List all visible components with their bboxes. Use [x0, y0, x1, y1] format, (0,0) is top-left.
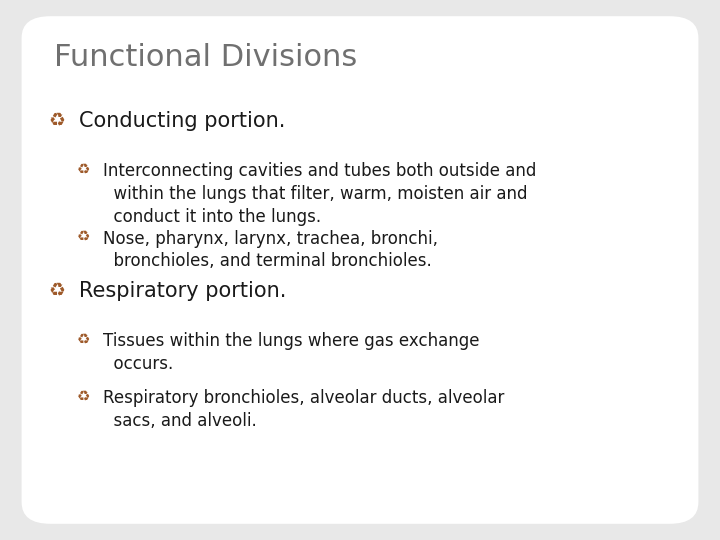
Text: Interconnecting cavities and tubes both outside and
  within the lungs that filt: Interconnecting cavities and tubes both …	[103, 162, 536, 226]
Text: ♻: ♻	[77, 230, 91, 245]
Text: ♻: ♻	[48, 281, 65, 300]
Text: Nose, pharynx, larynx, trachea, bronchi,
  bronchioles, and terminal bronchioles: Nose, pharynx, larynx, trachea, bronchi,…	[103, 230, 438, 271]
Text: ♻: ♻	[77, 389, 91, 404]
Text: ♻: ♻	[48, 111, 65, 130]
Text: ♻: ♻	[77, 162, 91, 177]
Text: Respiratory bronchioles, alveolar ducts, alveolar
  sacs, and alveoli.: Respiratory bronchioles, alveolar ducts,…	[103, 389, 504, 430]
Text: Tissues within the lungs where gas exchange
  occurs.: Tissues within the lungs where gas excha…	[103, 332, 480, 373]
Text: ♻: ♻	[77, 332, 91, 347]
Text: Respiratory portion.: Respiratory portion.	[79, 281, 287, 301]
Text: Functional Divisions: Functional Divisions	[54, 43, 357, 72]
Text: Conducting portion.: Conducting portion.	[79, 111, 286, 131]
